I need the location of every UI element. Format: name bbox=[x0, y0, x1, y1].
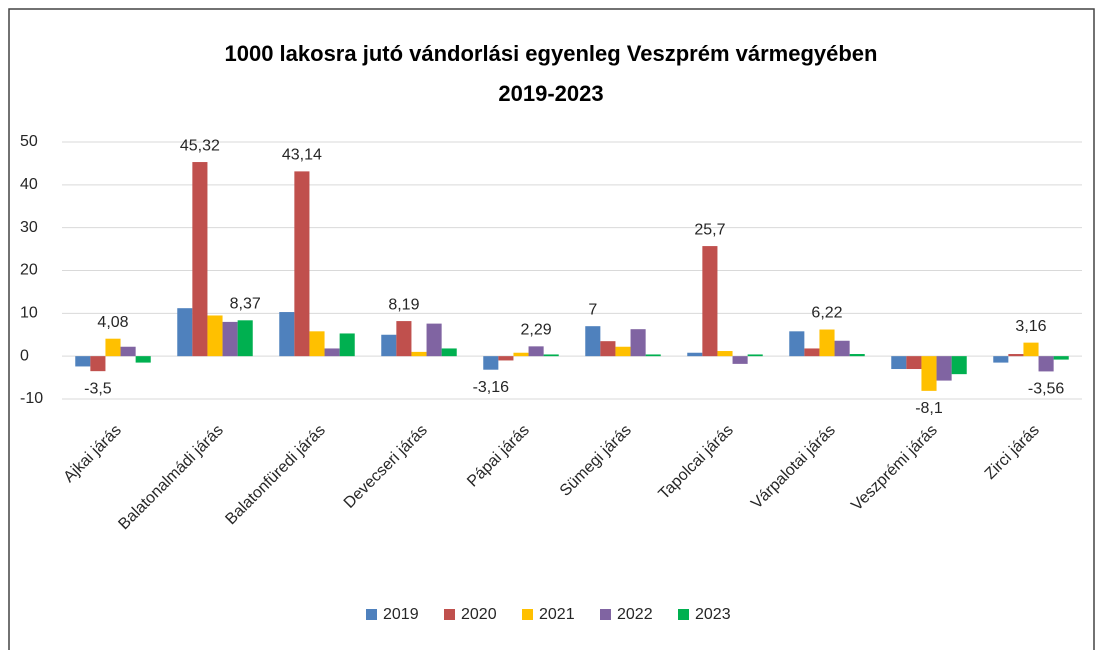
bar bbox=[207, 315, 223, 357]
bar bbox=[105, 338, 121, 357]
data-label: 2,29 bbox=[521, 322, 552, 339]
bar bbox=[747, 354, 763, 357]
y-tick-label: 20 bbox=[20, 262, 38, 279]
bar bbox=[441, 348, 457, 357]
bar bbox=[483, 356, 499, 370]
bar bbox=[951, 356, 967, 375]
data-label: 3,16 bbox=[1015, 318, 1046, 335]
legend-swatch bbox=[366, 609, 377, 620]
bar bbox=[528, 346, 544, 357]
y-tick-label: 10 bbox=[20, 305, 38, 322]
legend-label: 2019 bbox=[383, 606, 419, 623]
data-label: -3,16 bbox=[473, 379, 510, 396]
y-tick-label: 30 bbox=[20, 219, 38, 236]
bar bbox=[222, 321, 238, 357]
bar bbox=[600, 341, 616, 357]
bar bbox=[411, 351, 427, 357]
bar bbox=[177, 308, 193, 357]
data-label: 45,32 bbox=[180, 137, 220, 154]
data-label: 43,14 bbox=[282, 147, 322, 164]
legend-swatch bbox=[600, 609, 611, 620]
bar bbox=[819, 329, 835, 357]
legend-label: 2021 bbox=[539, 606, 575, 623]
bar bbox=[732, 356, 748, 364]
bar bbox=[513, 352, 529, 357]
bar bbox=[294, 171, 310, 357]
legend-swatch bbox=[522, 609, 533, 620]
bar bbox=[630, 329, 646, 357]
legend-swatch bbox=[444, 609, 455, 620]
data-label: 8,19 bbox=[388, 296, 419, 313]
bar bbox=[804, 348, 820, 357]
bar bbox=[615, 346, 631, 357]
data-label: -3,5 bbox=[84, 380, 112, 397]
data-label: 7 bbox=[588, 301, 597, 318]
data-label: 25,7 bbox=[694, 221, 725, 238]
bar bbox=[381, 334, 397, 357]
bar bbox=[993, 356, 1009, 363]
y-tick-label: 0 bbox=[20, 347, 29, 364]
bar bbox=[498, 356, 514, 361]
bar bbox=[936, 356, 952, 381]
bar bbox=[1038, 356, 1054, 372]
bar bbox=[309, 331, 325, 357]
data-label: -8,1 bbox=[915, 400, 943, 417]
bar bbox=[687, 352, 703, 357]
bar bbox=[192, 162, 208, 357]
data-label: 4,08 bbox=[97, 314, 128, 331]
bar bbox=[135, 356, 151, 363]
legend-label: 2023 bbox=[695, 606, 731, 623]
bar bbox=[585, 326, 601, 357]
bar bbox=[1023, 342, 1039, 357]
bar bbox=[279, 312, 295, 357]
bar bbox=[1053, 356, 1069, 360]
bar bbox=[120, 346, 136, 357]
y-tick-label: 50 bbox=[20, 133, 38, 150]
y-tick-label: -10 bbox=[20, 390, 43, 407]
bar bbox=[849, 354, 865, 357]
bar bbox=[339, 333, 355, 357]
legend-swatch bbox=[678, 609, 689, 620]
bar bbox=[717, 351, 733, 357]
data-label: 6,22 bbox=[811, 305, 842, 322]
bar bbox=[1008, 354, 1024, 357]
bar bbox=[906, 356, 922, 370]
data-label: 8,37 bbox=[230, 296, 261, 313]
frame bbox=[8, 8, 1095, 650]
chart-title: 1000 lakosra jutó vándorlási egyenleg Ve… bbox=[225, 41, 878, 66]
bar bbox=[789, 331, 805, 357]
bar bbox=[324, 348, 340, 357]
bar bbox=[90, 356, 106, 372]
legend-label: 2020 bbox=[461, 606, 497, 623]
bar bbox=[921, 356, 937, 391]
y-tick-label: 40 bbox=[20, 176, 38, 193]
bar bbox=[426, 323, 442, 357]
legend-label: 2022 bbox=[617, 606, 653, 623]
chart-title: 2019-2023 bbox=[498, 81, 603, 106]
bar bbox=[645, 354, 661, 357]
bar bbox=[702, 246, 718, 357]
bar bbox=[543, 354, 559, 357]
bar bbox=[891, 356, 907, 370]
data-label: -3,56 bbox=[1028, 381, 1065, 398]
bar bbox=[834, 340, 850, 357]
bar bbox=[75, 356, 91, 367]
bar bbox=[396, 321, 412, 357]
bar bbox=[237, 320, 253, 357]
